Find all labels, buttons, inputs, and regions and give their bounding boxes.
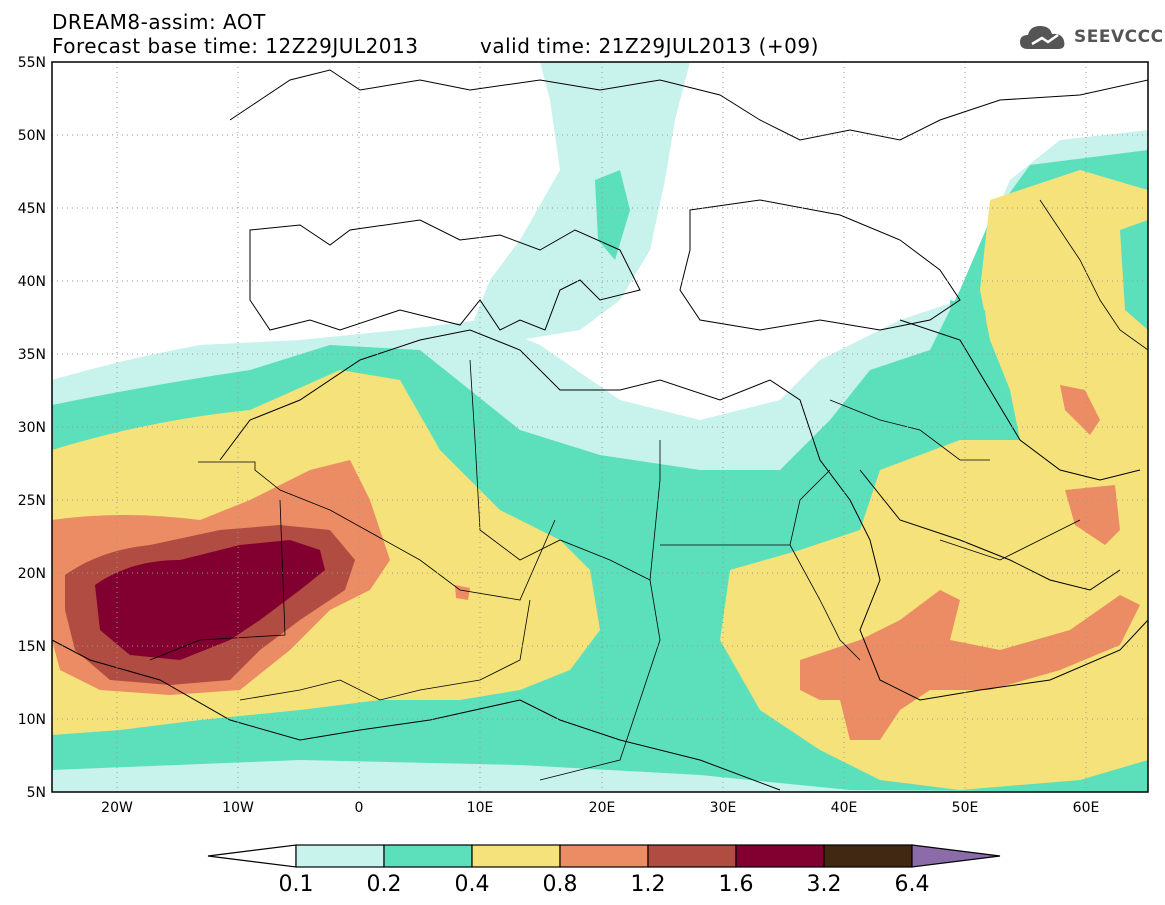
lon-label: 50E <box>952 800 979 816</box>
lat-label: 35N <box>18 347 46 363</box>
lon-label: 10W <box>222 800 254 816</box>
lon-label: 0 <box>355 800 364 816</box>
aot-contour-0.4-east <box>720 170 1148 790</box>
colorbar-swatch <box>823 844 913 868</box>
lon-label: 40E <box>831 800 858 816</box>
aot-contour-0.2-caspian <box>950 300 990 420</box>
lat-axis: 55N 50N 45N 40N 35N 30N 25N 20N 15N 10N … <box>18 55 46 801</box>
aot-contour-0.2-east-hole <box>1120 220 1148 330</box>
lat-label: 45N <box>18 201 46 217</box>
colorbar-label: 0.2 <box>367 872 402 897</box>
lat-label: 15N <box>18 639 46 655</box>
colorbar-swatch <box>559 844 649 868</box>
lon-axis: 20W 10W 0 10E 20E 30E 40E 50E 60E <box>101 800 1099 816</box>
forecast-base-time: Forecast base time: 12Z29JUL2013 <box>52 34 419 58</box>
lat-label: 5N <box>27 785 46 801</box>
lat-label: 40N <box>18 274 46 290</box>
borders <box>149 199 1148 781</box>
lat-label: 25N <box>18 493 46 509</box>
aot-contour-0.1-europe <box>470 62 690 340</box>
colorbar-low-arrow <box>207 844 297 868</box>
lon-label: 20W <box>101 800 133 816</box>
colorbar-swatch <box>295 844 385 868</box>
lat-label: 20N <box>18 566 46 582</box>
coastlines <box>52 69 1148 791</box>
aot-contour-0.8-arabia-south <box>1065 485 1120 545</box>
colorbar-swatch <box>647 844 737 868</box>
graticule <box>52 62 1148 792</box>
map-frame <box>51 61 1149 793</box>
lat-label: 55N <box>18 55 46 71</box>
lat-label: 50N <box>18 128 46 144</box>
aot-contour-0.2-balkans <box>595 170 630 260</box>
colorbar-label: 1.6 <box>719 872 754 897</box>
colorbar-label: 0.1 <box>279 872 314 897</box>
lon-label: 20E <box>589 800 616 816</box>
lon-label: 60E <box>1073 800 1100 816</box>
aot-contour-1.6-west <box>95 540 325 660</box>
cloud-icon <box>1020 26 1065 49</box>
colorbar-label: 3.2 <box>807 872 842 897</box>
colorbar-label: 1.2 <box>631 872 666 897</box>
colorbar-label: 0.4 <box>455 872 490 897</box>
colorbar: 0.1 0.2 0.4 0.8 1.2 1.6 3.2 6.4 <box>207 844 1001 897</box>
aot-fields <box>52 62 1148 792</box>
colorbar-label: 6.4 <box>895 872 930 897</box>
aot-contour-0.8-horn <box>800 590 1140 740</box>
colorbar-high-arrow <box>911 844 1001 868</box>
colorbar-swatch <box>383 844 473 868</box>
colorbar-swatch <box>471 844 561 868</box>
logo-text: SEEVCCC <box>1074 27 1164 47</box>
aot-contour-0.1-south <box>52 760 1148 792</box>
valid-time: valid time: 21Z29JUL2013 (+09) <box>480 34 819 58</box>
lat-label: 10N <box>18 712 46 728</box>
lat-label: 30N <box>18 420 46 436</box>
colorbar-label: 0.8 <box>543 872 578 897</box>
lon-label: 30E <box>710 800 737 816</box>
lon-label: 10E <box>467 800 494 816</box>
aot-contour-0.8-arabia-north <box>1060 385 1100 435</box>
seevccc-logo: SEEVCCC <box>1018 22 1164 52</box>
colorbar-swatch <box>735 844 825 868</box>
map-title: DREAM8-assim: AOT <box>52 10 266 34</box>
